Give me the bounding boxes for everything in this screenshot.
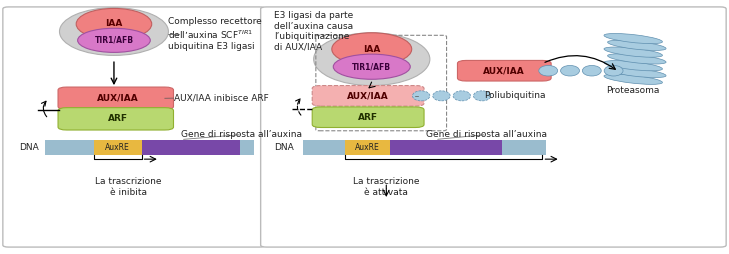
Ellipse shape — [604, 61, 663, 71]
Text: AUX/IAA: AUX/IAA — [347, 91, 389, 100]
Text: AuxRE: AuxRE — [355, 142, 380, 152]
Ellipse shape — [604, 66, 623, 76]
FancyBboxPatch shape — [458, 60, 551, 81]
Text: DNA: DNA — [273, 142, 294, 152]
Bar — [45, 139, 94, 155]
Text: DNA: DNA — [20, 142, 39, 152]
Ellipse shape — [539, 66, 558, 76]
Text: AuxRE: AuxRE — [105, 142, 130, 152]
Text: Proteasoma: Proteasoma — [607, 86, 660, 94]
Text: AUX/IAA: AUX/IAA — [483, 66, 525, 75]
FancyBboxPatch shape — [312, 107, 424, 128]
FancyBboxPatch shape — [58, 87, 174, 109]
Ellipse shape — [413, 91, 430, 101]
Text: La trascrizione
è attivata: La trascrizione è attivata — [353, 177, 419, 197]
Text: ARF: ARF — [358, 113, 378, 122]
Text: IAA: IAA — [363, 45, 381, 54]
Text: TIR1/AFB: TIR1/AFB — [352, 62, 391, 71]
Bar — [240, 139, 254, 155]
Ellipse shape — [473, 91, 491, 101]
Bar — [390, 139, 502, 155]
Ellipse shape — [433, 91, 451, 101]
Bar — [303, 139, 345, 155]
Ellipse shape — [60, 8, 168, 55]
Bar — [94, 139, 141, 155]
Text: Gene di risposta all’auxina: Gene di risposta all’auxina — [426, 130, 547, 139]
FancyBboxPatch shape — [58, 108, 174, 130]
Ellipse shape — [453, 91, 470, 101]
Ellipse shape — [333, 54, 410, 79]
Bar — [502, 139, 546, 155]
Text: AUX/IAA inibisce ARF: AUX/IAA inibisce ARF — [174, 94, 268, 103]
Text: ARF: ARF — [108, 114, 128, 123]
Ellipse shape — [607, 40, 666, 51]
Bar — [141, 139, 240, 155]
Ellipse shape — [77, 8, 152, 40]
FancyArrowPatch shape — [295, 99, 301, 115]
Text: IAA: IAA — [105, 20, 122, 28]
FancyBboxPatch shape — [312, 86, 424, 106]
Ellipse shape — [607, 67, 666, 77]
FancyArrowPatch shape — [42, 101, 47, 117]
Ellipse shape — [561, 66, 580, 76]
Ellipse shape — [313, 33, 430, 86]
Text: TIR1/AFB: TIR1/AFB — [95, 36, 133, 45]
Ellipse shape — [604, 47, 663, 57]
Bar — [345, 139, 390, 155]
Ellipse shape — [607, 54, 666, 64]
Ellipse shape — [604, 34, 663, 44]
Text: Poliubiquitina: Poliubiquitina — [484, 91, 546, 100]
Ellipse shape — [78, 28, 150, 52]
Text: E3 ligasi da parte
dell’auxina causa
l’ubiquitinazione
di AUX/IAA: E3 ligasi da parte dell’auxina causa l’u… — [273, 11, 353, 52]
Text: La trascrizione
è inibita: La trascrizione è inibita — [95, 177, 162, 197]
FancyBboxPatch shape — [261, 7, 726, 247]
Text: AUX/IAA: AUX/IAA — [97, 94, 139, 103]
Ellipse shape — [582, 66, 601, 76]
Text: Complesso recettore
dell’auxina SCF$^{TIR1}$
ubiquitina E3 ligasi: Complesso recettore dell’auxina SCF$^{TI… — [168, 17, 262, 51]
FancyBboxPatch shape — [3, 7, 265, 247]
Ellipse shape — [604, 74, 663, 84]
Text: Gene di risposta all’auxina: Gene di risposta all’auxina — [182, 130, 303, 139]
Ellipse shape — [332, 33, 412, 66]
